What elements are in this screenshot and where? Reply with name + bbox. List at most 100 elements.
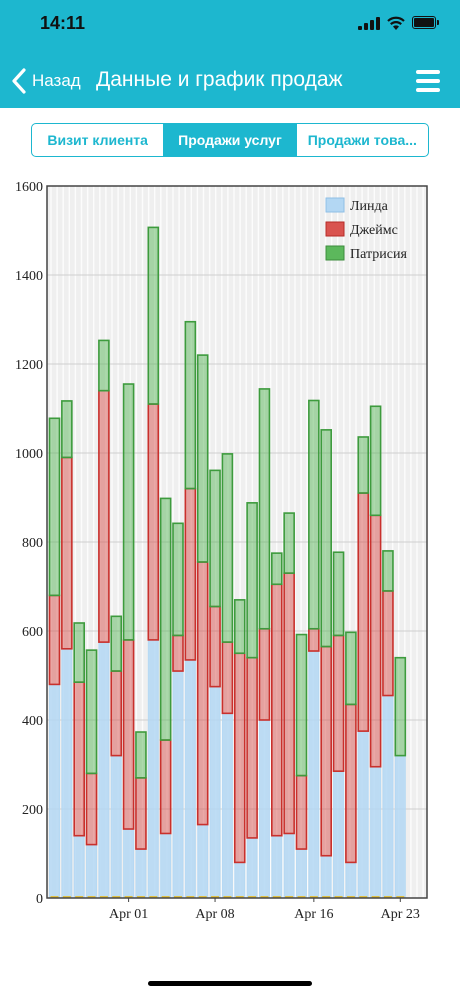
bar-patricia: [345, 631, 357, 706]
battery-icon: [412, 16, 439, 29]
bar-james: [308, 627, 320, 652]
bar-linda: [271, 835, 283, 899]
bar-patricia: [258, 388, 271, 630]
bar-james: [61, 456, 73, 650]
legend-swatch: [325, 245, 345, 261]
bar-patricia: [221, 453, 234, 643]
bar-linda: [394, 755, 406, 899]
legend-swatch: [325, 197, 345, 213]
nav-header: 14:11 Назад Данные и график продаж: [0, 0, 460, 108]
bar-linda: [110, 755, 122, 899]
y-tick-label: 800: [22, 536, 43, 551]
bar-patricia: [135, 731, 147, 779]
bar-james: [48, 594, 61, 686]
x-tick-label: Apr 16: [294, 907, 333, 922]
bar-patricia: [295, 633, 308, 777]
bar-linda: [234, 861, 246, 899]
status-time: 14:11: [40, 13, 86, 33]
bar-linda: [135, 848, 147, 899]
bar-patricia: [308, 399, 320, 630]
sales-chart: 0 200 400 600 800 1000 1200 1400 1600 Apr 01 Apr 0…: [15, 180, 428, 922]
bar-linda: [98, 641, 110, 899]
hamburger-menu-icon[interactable]: [416, 70, 440, 92]
y-tick-label: 1000: [15, 447, 43, 462]
bar-linda: [172, 670, 184, 899]
x-tick-label: Apr 08: [195, 907, 234, 922]
bar-patricia: [172, 522, 184, 637]
bar-linda: [357, 730, 369, 899]
bar-linda: [246, 837, 258, 899]
bar-james: [196, 561, 209, 826]
y-tick-label: 1600: [15, 180, 43, 195]
bar-james: [98, 389, 110, 643]
bar-linda: [147, 639, 159, 899]
bar-james: [184, 487, 197, 661]
bar-linda: [296, 848, 307, 899]
bar-linda: [382, 695, 394, 899]
y-tick-label: 200: [22, 803, 43, 818]
bar-linda: [333, 770, 345, 899]
back-label: Назад: [32, 71, 81, 90]
cellular-signal-icon: [358, 16, 380, 30]
x-tick-label: Apr 23: [381, 907, 420, 922]
bar-patricia: [357, 436, 370, 494]
bar-patricia: [246, 502, 258, 659]
bar-patricia: [159, 497, 172, 741]
bar-linda: [209, 686, 221, 899]
tab-client-visit[interactable]: Визит клиента: [47, 132, 148, 148]
bar-patricia: [184, 320, 197, 490]
bar-james: [159, 739, 172, 835]
bar-linda: [283, 832, 295, 899]
bar-linda: [160, 832, 172, 899]
bar-patricia: [283, 512, 295, 574]
tab-product-sales[interactable]: Продажи това...: [295, 124, 428, 156]
bar-linda: [258, 719, 270, 899]
bar-linda: [221, 712, 233, 899]
bar-james: [221, 641, 234, 715]
bar-james: [233, 652, 246, 864]
wifi-icon: [387, 16, 405, 30]
home-indicator: [148, 981, 312, 986]
legend-label: Линда: [350, 199, 389, 214]
bar-james: [246, 656, 258, 839]
bar-james: [283, 572, 295, 835]
bar-james: [147, 403, 160, 641]
bar-james: [209, 605, 221, 688]
bar-patricia: [270, 552, 283, 586]
bar-james: [295, 774, 308, 850]
status-icons: [358, 14, 439, 34]
y-tick-label: 1400: [15, 269, 43, 284]
legend-swatch: [325, 221, 345, 237]
bar-james: [320, 645, 333, 857]
bar-james: [382, 590, 394, 697]
x-tick-label: Apr 01: [109, 907, 148, 922]
legend-label: Джеймс: [350, 223, 398, 238]
tab-service-sales[interactable]: Продажи услуг: [163, 124, 296, 156]
bar-linda: [184, 659, 196, 899]
bar-patricia: [110, 615, 123, 672]
bar-james: [270, 583, 283, 837]
bar-patricia: [369, 405, 382, 517]
bar-patricia: [122, 383, 135, 641]
bar-linda: [370, 766, 382, 899]
y-tick-label: 400: [22, 714, 43, 729]
bar-patricia: [48, 417, 61, 597]
bar-james: [85, 772, 98, 846]
back-button[interactable]: Назад: [10, 66, 81, 96]
bar-patricia: [394, 656, 407, 757]
bar-patricia: [209, 469, 221, 608]
bar-linda: [345, 861, 357, 899]
bar-james: [258, 627, 271, 721]
bar-james: [110, 670, 123, 757]
bar-linda: [73, 835, 85, 899]
page-title: Данные и график продаж: [96, 68, 343, 91]
bar-james: [73, 681, 85, 837]
bar-james: [357, 492, 370, 732]
bar-linda: [49, 683, 60, 899]
bar-james: [172, 634, 184, 672]
bar-james: [135, 777, 147, 850]
bar-linda: [61, 648, 73, 899]
bar-linda: [86, 844, 98, 899]
bar-patricia: [73, 622, 85, 683]
bar-patricia: [233, 599, 246, 655]
